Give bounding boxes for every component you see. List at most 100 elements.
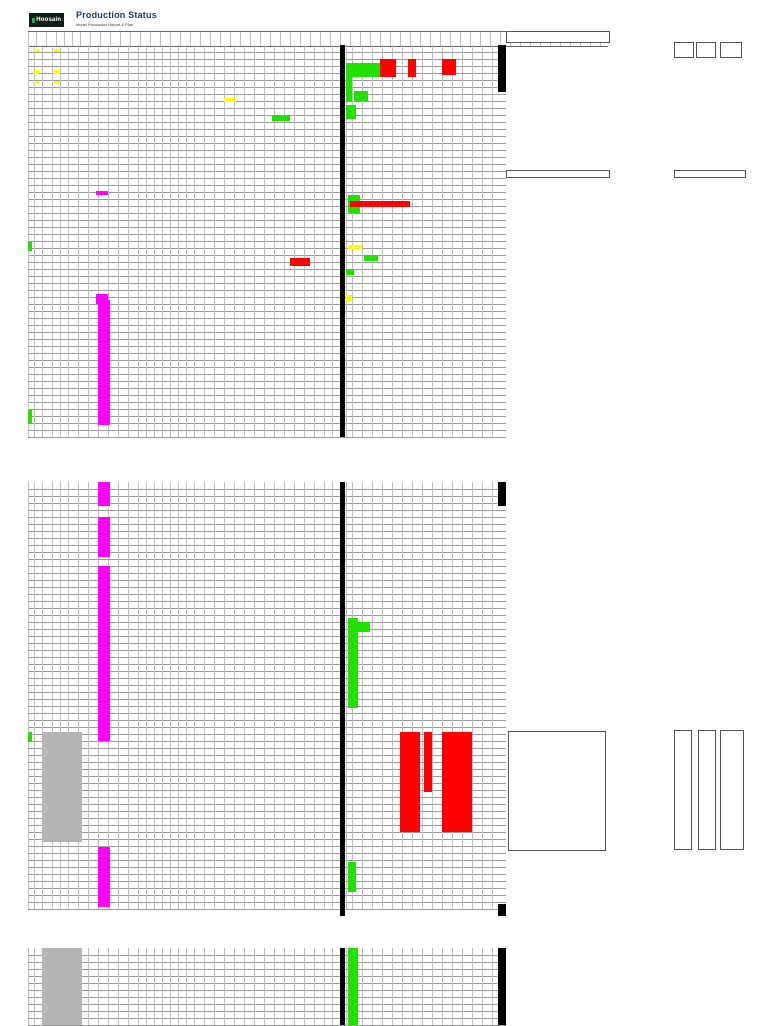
column-divider <box>52 45 53 437</box>
column-divider <box>492 482 493 909</box>
column-divider <box>52 482 53 909</box>
header-col-divider <box>150 32 151 46</box>
column-divider <box>264 948 265 1025</box>
column-divider <box>244 482 245 909</box>
table-row <box>28 381 506 389</box>
table-row <box>28 360 506 368</box>
table-row <box>28 129 506 137</box>
table-row <box>28 699 506 707</box>
table-row <box>28 818 506 826</box>
logo-text: Hoosain <box>36 17 62 23</box>
column-divider <box>392 45 393 437</box>
highlight-cell <box>28 732 32 742</box>
column-divider <box>224 482 225 909</box>
table-row <box>28 671 506 679</box>
header-col-divider <box>250 32 251 46</box>
column-divider <box>264 482 265 909</box>
column-divider <box>472 948 473 1025</box>
header-col-divider <box>300 32 301 46</box>
company-logo: ▮ Hoosain <box>29 13 64 27</box>
table-row <box>28 402 506 410</box>
table-row <box>28 192 506 200</box>
page-subtitle: Model Production Report & Plan <box>76 22 134 27</box>
highlight-cell <box>348 618 358 708</box>
column-divider <box>442 482 443 909</box>
column-marker-bar <box>340 482 345 916</box>
column-marker-bar <box>498 948 506 1025</box>
logo-mark-icon: ▮ <box>31 17 36 24</box>
header-col-divider <box>320 32 321 46</box>
column-divider <box>88 482 89 909</box>
column-divider <box>462 948 463 1025</box>
column-divider <box>372 948 373 1025</box>
table-row <box>28 430 506 438</box>
table-row <box>28 997 506 1005</box>
column-divider <box>324 45 325 437</box>
table-row <box>28 94 506 102</box>
column-divider <box>372 45 373 437</box>
column-divider <box>412 482 413 909</box>
table-row <box>28 220 506 228</box>
highlight-cell <box>33 81 39 84</box>
column-divider <box>346 482 347 909</box>
table-row <box>28 853 506 861</box>
column-divider <box>186 482 187 909</box>
column-divider <box>452 45 453 437</box>
table-row <box>28 797 506 805</box>
column-divider <box>294 45 295 437</box>
column-divider <box>274 482 275 909</box>
column-divider <box>332 948 333 1025</box>
table-row <box>28 895 506 903</box>
page-title: Production Status <box>76 10 157 20</box>
reference-table <box>696 42 716 58</box>
column-marker-bar <box>340 948 345 1025</box>
reference-table <box>720 42 742 58</box>
reference-table <box>698 730 716 850</box>
column-divider <box>170 482 171 909</box>
column-divider <box>352 45 353 437</box>
highlight-cell <box>28 241 32 251</box>
column-divider <box>214 482 215 909</box>
highlight-cell <box>352 63 380 77</box>
header-col-divider <box>160 32 161 46</box>
table-row <box>28 206 506 214</box>
header-col-divider <box>190 32 191 46</box>
column-divider <box>462 45 463 437</box>
highlight-cell <box>224 98 236 102</box>
table-row <box>28 339 506 347</box>
highlight-cell <box>33 70 39 74</box>
column-divider <box>214 948 215 1025</box>
column-divider <box>482 948 483 1025</box>
column-divider <box>194 948 195 1025</box>
column-divider <box>482 45 483 437</box>
header-col-divider <box>200 32 201 46</box>
table-row <box>28 409 506 417</box>
table-row <box>28 262 506 270</box>
column-marker-bar <box>498 45 506 92</box>
column-divider <box>432 948 433 1025</box>
column-divider <box>412 45 413 437</box>
column-divider <box>492 948 493 1025</box>
table-row <box>28 367 506 375</box>
table-row <box>28 573 506 581</box>
column-divider <box>422 45 423 437</box>
header-col-divider <box>500 32 501 46</box>
column-divider <box>346 45 347 437</box>
column-marker-bar <box>498 482 506 506</box>
highlight-cell <box>98 517 110 557</box>
table-row <box>28 136 506 144</box>
column-divider <box>234 948 235 1025</box>
table-row <box>28 720 506 728</box>
column-divider <box>492 45 493 437</box>
column-divider <box>118 482 119 909</box>
column-divider <box>402 482 403 909</box>
table-row <box>28 846 506 854</box>
column-divider <box>482 482 483 909</box>
header-col-divider <box>140 32 141 46</box>
highlight-cell <box>42 948 82 1025</box>
column-divider <box>274 45 275 437</box>
table-row <box>28 325 506 333</box>
table-row <box>28 122 506 130</box>
header-col-divider <box>330 32 331 46</box>
column-divider <box>88 45 89 437</box>
